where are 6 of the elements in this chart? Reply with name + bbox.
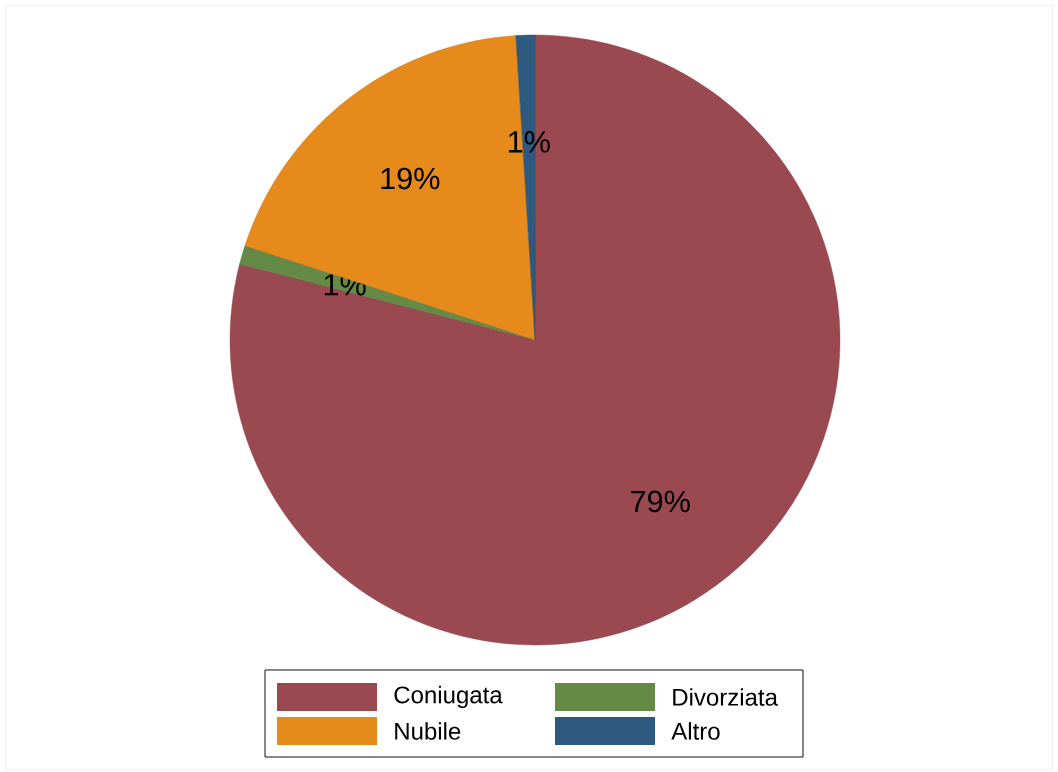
data-label: 19% — [381, 167, 440, 190]
legend-label: Coniugata — [394, 685, 503, 709]
legend-label: Altro — [671, 722, 720, 740]
data-label: 79% — [631, 490, 690, 513]
legend-label: Divorziata — [673, 688, 778, 706]
legend-label: Nubile — [395, 722, 461, 740]
